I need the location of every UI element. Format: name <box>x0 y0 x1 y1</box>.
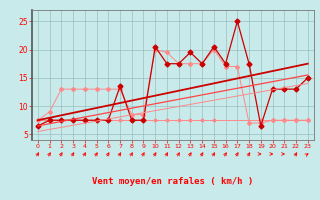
Text: Vent moyen/en rafales ( km/h ): Vent moyen/en rafales ( km/h ) <box>92 178 253 186</box>
